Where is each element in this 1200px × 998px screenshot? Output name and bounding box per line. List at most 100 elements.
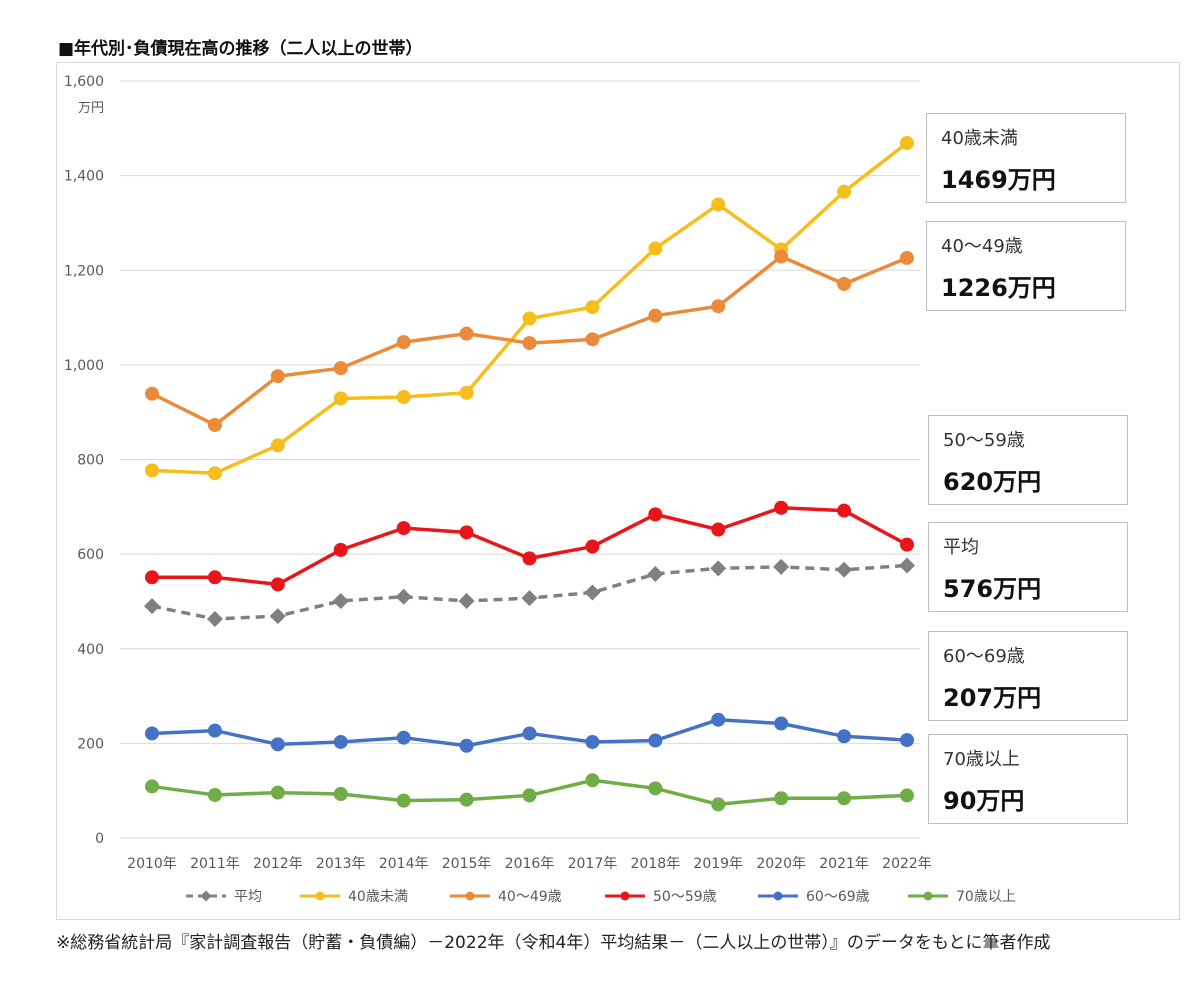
legend-item: 70歳以上 <box>908 889 1016 905</box>
callout-label: 50～59歳 <box>943 430 1025 451</box>
series-point <box>900 537 914 552</box>
series-point <box>207 723 222 738</box>
y-tick-label: 1,400 <box>64 169 104 185</box>
series-point <box>459 792 474 807</box>
x-tick-label: 2013年 <box>316 856 366 872</box>
callout-label: 40歳未満 <box>941 128 1018 149</box>
x-tick-label: 2017年 <box>568 856 618 872</box>
series-point <box>459 525 474 540</box>
series-point <box>647 565 664 582</box>
series-point <box>459 385 474 400</box>
series-point <box>315 891 325 901</box>
series-point <box>333 391 348 406</box>
series-5 <box>145 773 914 812</box>
chart-title: ■年代別･負債現在高の推移（二人以上の世帯） <box>58 39 423 59</box>
callout-70plus: 70歳以上 90万円 <box>928 734 1128 824</box>
callout-value: 576万円 <box>943 575 1042 603</box>
callout-value: 620万円 <box>943 468 1042 496</box>
series-point <box>207 787 222 802</box>
series-point <box>900 788 914 803</box>
x-tick-label: 2015年 <box>442 856 492 872</box>
callout-60s: 60～69歳 207万円 <box>928 631 1128 721</box>
series-point <box>837 184 852 199</box>
series-4 <box>145 712 914 753</box>
y-tick-label: 1,200 <box>64 263 104 279</box>
series-point <box>207 466 222 481</box>
callout-under40: 40歳未満 1469万円 <box>926 113 1126 203</box>
series-point <box>459 326 474 341</box>
series-point <box>145 779 159 794</box>
x-tick-label: 2014年 <box>379 856 429 872</box>
callout-value: 1469万円 <box>941 166 1056 194</box>
series-point <box>270 785 285 800</box>
series-point <box>711 299 726 314</box>
legend-item: 40歳未満 <box>300 889 408 905</box>
series-point <box>648 241 663 256</box>
series-point <box>585 300 600 315</box>
series-point <box>270 577 285 592</box>
callout-50s: 50～59歳 620万円 <box>928 415 1128 505</box>
series-point <box>458 592 475 609</box>
grid-lines <box>120 80 920 839</box>
series-point <box>145 386 159 401</box>
series-point <box>837 276 852 291</box>
series-point <box>270 438 285 453</box>
y-tick-label: 0 <box>95 831 104 847</box>
series-point <box>459 738 474 753</box>
series-point <box>585 734 600 749</box>
chart-frame <box>56 62 1180 920</box>
x-tick-label: 2011年 <box>190 856 240 872</box>
legend-item: 50～59歳 <box>605 889 717 905</box>
series-point <box>648 308 663 323</box>
callout-value: 90万円 <box>943 787 1025 815</box>
series-point <box>836 561 853 578</box>
series-point <box>774 716 789 731</box>
y-tick-label: 600 <box>77 547 104 563</box>
series-point <box>923 891 933 901</box>
series-line <box>151 141 909 475</box>
legend-item: 40～49歳 <box>450 889 562 905</box>
series-point <box>837 503 852 518</box>
series-point <box>396 730 411 745</box>
series-point <box>522 788 537 803</box>
series-point <box>207 570 222 585</box>
x-tick-label: 2019年 <box>693 856 743 872</box>
series-point <box>620 891 630 901</box>
source-note: ※総務省統計局『家計調査報告（貯蓄・負債編）－2022年（令和4年）平均結果－（… <box>56 933 1051 953</box>
series-point <box>585 773 600 788</box>
series-point <box>270 369 285 384</box>
legend-label: 50～59歳 <box>653 889 717 905</box>
series-point <box>396 335 411 350</box>
series-point <box>648 507 663 522</box>
series-point <box>774 500 789 515</box>
series-point <box>710 560 727 577</box>
series-point <box>522 726 537 741</box>
series-point <box>585 332 600 347</box>
legend-label: 70歳以上 <box>956 889 1016 905</box>
series-group <box>144 135 915 812</box>
legend-label: 平均 <box>234 889 262 905</box>
series-point <box>584 584 601 601</box>
series-line <box>152 506 908 587</box>
y-tick-label: 800 <box>77 453 104 469</box>
legend-item: 平均 <box>186 889 262 905</box>
series-point <box>333 542 348 557</box>
series-point <box>585 539 600 554</box>
y-axis-unit: 万円 <box>78 101 104 116</box>
series-point <box>333 361 348 376</box>
callout-label: 40～49歳 <box>941 236 1023 257</box>
series-point <box>900 135 914 150</box>
series-point <box>711 712 726 727</box>
y-axis-ticks: 0 200 400 600 800 1,000 1,200 1,400 1,600 <box>64 74 104 847</box>
series-point <box>773 558 790 575</box>
series-point <box>711 522 726 537</box>
series-point <box>837 791 852 806</box>
x-tick-label: 2022年 <box>882 856 932 872</box>
y-tick-label: 1,600 <box>64 74 104 90</box>
series-2 <box>145 249 914 432</box>
series-point <box>711 197 726 212</box>
callout-average: 平均 576万円 <box>928 522 1128 612</box>
series-0 <box>144 557 915 627</box>
series-point <box>206 610 223 627</box>
